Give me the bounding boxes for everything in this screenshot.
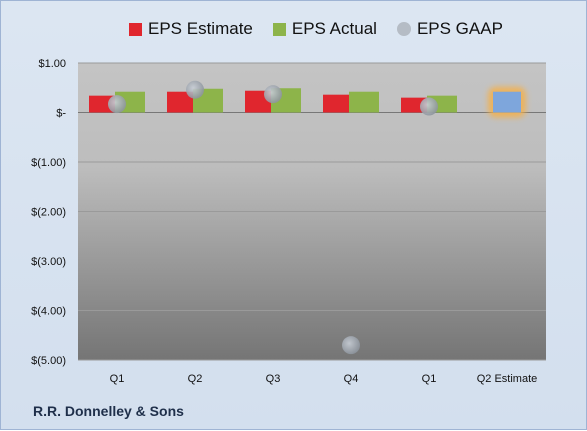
bar-eps-actual: [349, 91, 379, 113]
legend-label-gaap: EPS GAAP: [416, 19, 503, 38]
gridlines: [78, 62, 546, 361]
bar-eps-estimate: [167, 91, 197, 113]
legend-label-estimate: EPS Estimate: [148, 19, 253, 38]
legend-swatch-gaap: [396, 22, 411, 36]
x-tick-label: Q1: [110, 373, 125, 385]
y-tick-label: $(2.00): [31, 207, 66, 219]
dot-eps-gaap: [108, 95, 126, 114]
bar-eps-estimate: [323, 94, 353, 113]
y-tick-label: $(1.00): [31, 157, 66, 169]
x-tick-label: Q2: [188, 373, 203, 385]
y-tick-label: $(4.00): [31, 306, 66, 318]
bar-q2-estimate: [493, 91, 521, 113]
legend-item-actual: EPS Actual: [272, 19, 377, 39]
legend-swatch-actual: [272, 22, 286, 36]
x-tick-label: Q1: [422, 373, 437, 385]
legend-label-actual: EPS Actual: [291, 19, 377, 38]
x-axis-ticks: Q1 Q2 Q3 Q4 Q1 Q2 Estimate: [110, 373, 538, 385]
x-tick-label: Q2 Estimate: [477, 373, 538, 385]
x-tick-label: Q3: [266, 373, 281, 385]
chart-marks: [89, 80, 526, 355]
dot-eps-gaap: [264, 85, 282, 104]
legend: EPS Estimate EPS Actual EPS GAAP: [129, 19, 503, 39]
x-tick-label: Q4: [344, 373, 359, 385]
legend-item-estimate: EPS Estimate: [129, 19, 253, 39]
dot-eps-gaap: [186, 80, 204, 99]
legend-item-gaap: EPS GAAP: [396, 19, 503, 39]
y-tick-label: $(3.00): [31, 256, 66, 268]
legend-swatch-estimate: [129, 22, 142, 36]
y-tick-label: $(5.00): [31, 355, 66, 367]
dot-eps-gaap: [342, 336, 360, 355]
company-name: R.R. Donnelley & Sons: [33, 403, 184, 419]
dot-eps-gaap: [420, 97, 438, 116]
y-tick-label: $1.00: [38, 58, 66, 70]
y-tick-label: $-: [56, 108, 66, 120]
y-axis-ticks: $1.00 $- $(1.00) $(2.00) $(3.00) $(4.00) $(5.0…: [31, 58, 66, 367]
